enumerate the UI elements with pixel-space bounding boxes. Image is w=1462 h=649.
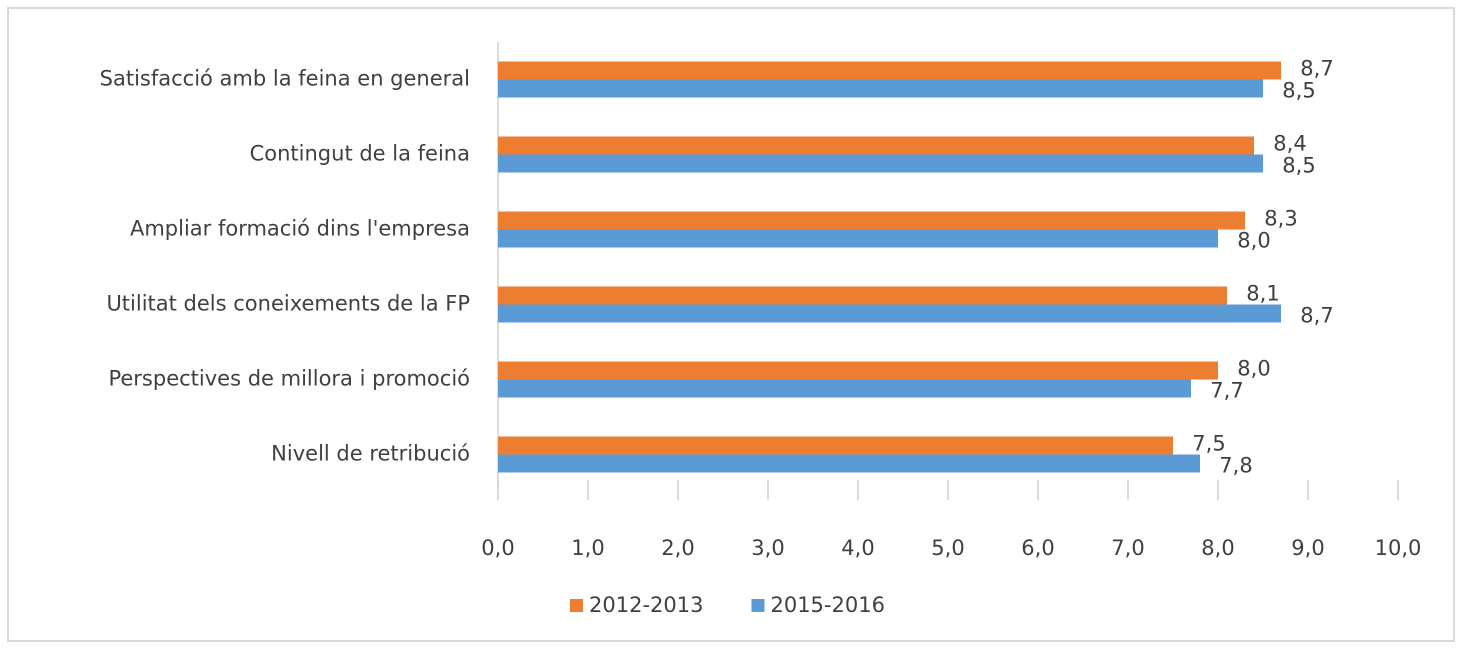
chart-frame bbox=[7, 7, 1455, 642]
x-tick-label: 4,0 bbox=[841, 536, 874, 560]
data-label: 8,4 bbox=[1273, 132, 1306, 156]
bar bbox=[498, 379, 1191, 398]
bar bbox=[498, 61, 1281, 80]
data-label: 8,7 bbox=[1300, 57, 1333, 81]
data-label: 8,5 bbox=[1282, 154, 1315, 178]
x-tick-label: 10,0 bbox=[1375, 536, 1422, 560]
x-tick-label: 8,0 bbox=[1201, 536, 1234, 560]
bar bbox=[498, 286, 1227, 305]
y-tick-label: Utilitat dels coneixements de la FP bbox=[106, 292, 470, 316]
x-tick-label: 6,0 bbox=[1021, 536, 1054, 560]
legend-swatch bbox=[570, 599, 583, 612]
data-label: 7,5 bbox=[1192, 432, 1225, 456]
y-tick-label: Perspectives de millora i promoció bbox=[108, 367, 470, 391]
x-tick-label: 9,0 bbox=[1291, 536, 1324, 560]
legend-swatch bbox=[751, 599, 765, 612]
bar bbox=[498, 79, 1263, 98]
x-tick-label: 0,0 bbox=[481, 536, 514, 560]
data-label: 8,0 bbox=[1237, 357, 1270, 381]
data-label: 7,8 bbox=[1219, 454, 1252, 478]
x-tick-label: 5,0 bbox=[931, 536, 964, 560]
bar bbox=[498, 229, 1218, 248]
x-tick-label: 1,0 bbox=[571, 536, 604, 560]
y-tick-label: Contingut de la feina bbox=[250, 142, 470, 166]
bar bbox=[498, 304, 1281, 323]
bar bbox=[498, 136, 1254, 155]
bar bbox=[498, 361, 1218, 380]
data-label: 8,3 bbox=[1264, 207, 1297, 231]
data-label: 7,7 bbox=[1210, 379, 1243, 403]
bar bbox=[498, 454, 1200, 473]
bar bbox=[498, 436, 1173, 455]
y-tick-label: Nivell de retribució bbox=[271, 442, 470, 466]
bar bbox=[498, 154, 1263, 173]
y-tick-label: Satisfacció amb la feina en general bbox=[100, 67, 470, 91]
data-label: 8,1 bbox=[1246, 282, 1279, 306]
x-tick-label: 7,0 bbox=[1111, 536, 1144, 560]
data-label: 8,0 bbox=[1237, 229, 1270, 253]
x-tick-label: 2,0 bbox=[661, 536, 694, 560]
y-tick-label: Ampliar formació dins l'empresa bbox=[130, 217, 470, 241]
legend-label: 2012-2013 bbox=[589, 593, 703, 617]
x-tick-label: 3,0 bbox=[751, 536, 784, 560]
data-label: 8,7 bbox=[1300, 304, 1333, 328]
legend-label: 2015-2016 bbox=[770, 593, 884, 617]
bar bbox=[498, 211, 1245, 230]
data-label: 8,5 bbox=[1282, 79, 1315, 103]
